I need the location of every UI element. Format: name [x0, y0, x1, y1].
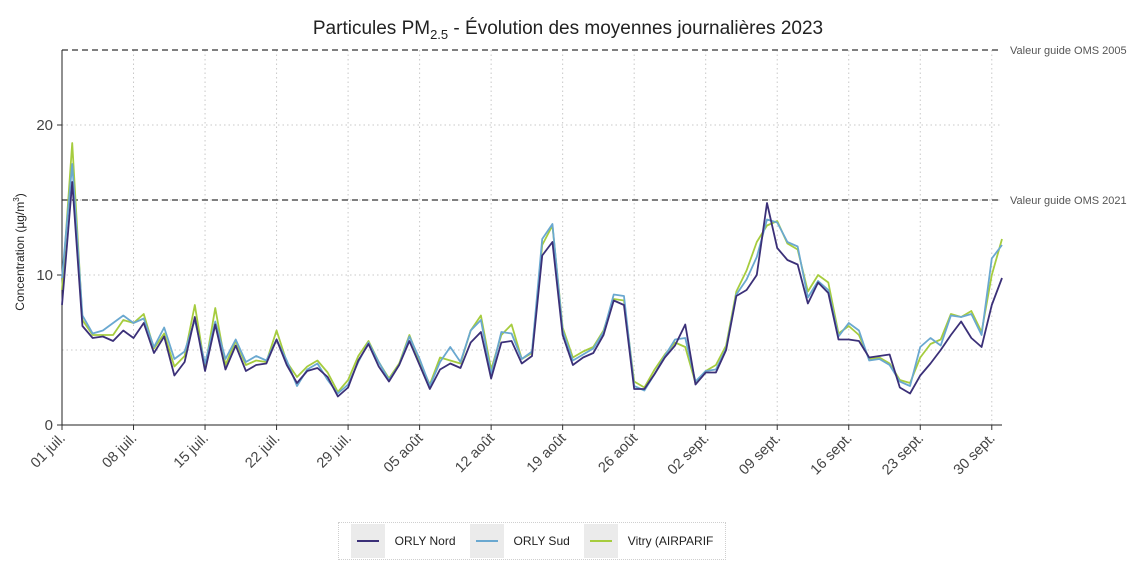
chart-title: Particules PM2.5 - Évolution des moyenne…	[313, 18, 823, 42]
x-tick-label: 29 juil.	[314, 431, 355, 472]
legend-label: Vitry (AIRPARIF	[627, 534, 714, 548]
x-tick-label: 02 sept.	[665, 431, 713, 479]
title-main: Particules PM	[313, 18, 430, 39]
y-axis-label-end: )	[13, 193, 27, 197]
reference-label: Valeur guide OMS 2021	[1010, 195, 1127, 207]
reference-lines: Valeur guide OMS 2005 Valeur guide OMS 20…	[62, 45, 1127, 207]
y-tick-label: 0	[45, 417, 53, 434]
x-tick-label: 12 août	[452, 431, 498, 477]
x-tick-label: 01 juil.	[28, 431, 69, 472]
x-tick-label: 05 août	[381, 431, 427, 477]
legend-key-vitry	[583, 524, 618, 558]
x-tick-label: 30 sept.	[951, 431, 999, 479]
legend-label: ORLY Nord	[394, 534, 456, 548]
x-tick-label: 23 sept.	[879, 431, 927, 479]
x-tick-label: 15 juil.	[171, 431, 212, 472]
legend-item-orly-sud: ORLY Sud	[469, 524, 570, 558]
title-rest: - Évolution des moyennes journalières 20…	[448, 18, 823, 39]
x-tick-label: 19 août	[524, 431, 570, 477]
x-tick-label: 22 juil.	[242, 431, 283, 472]
series-line-orly-nord	[61, 181, 1003, 398]
legend-label: ORLY Sud	[513, 534, 570, 548]
y-axis-label: Concentration (µg/m3)	[12, 193, 27, 310]
legend-item-orly-nord: ORLY Nord	[350, 524, 456, 558]
title-subscript: 2.5	[430, 27, 448, 42]
x-tick-label: 09 sept.	[736, 431, 784, 479]
y-axis-label-superscript: 3	[12, 197, 21, 202]
y-axis-label-main: Concentration (µg/m	[13, 202, 27, 311]
grid	[61, 50, 1002, 425]
reference-label: Valeur guide OMS 2005	[1010, 45, 1127, 57]
axes: 01 juil. 08 juil. 15 juil. 22 juil. 29 juil.…	[28, 50, 1002, 478]
y-tick-label: 20	[36, 117, 53, 134]
legend: ORLY Nord ORLY Sud Vitry (AIRPARIF	[338, 522, 726, 560]
y-tick-label: 10	[36, 267, 53, 284]
x-tick-label: 26 août	[595, 431, 641, 477]
x-tick-label: 16 sept.	[808, 431, 856, 479]
legend-key-orly-sud	[469, 524, 504, 558]
series-lines	[61, 142, 1003, 398]
legend-key-orly-nord	[350, 524, 385, 558]
legend-item-vitry: Vitry (AIRPARIF	[583, 524, 714, 558]
x-tick-label: 08 juil.	[99, 431, 140, 472]
